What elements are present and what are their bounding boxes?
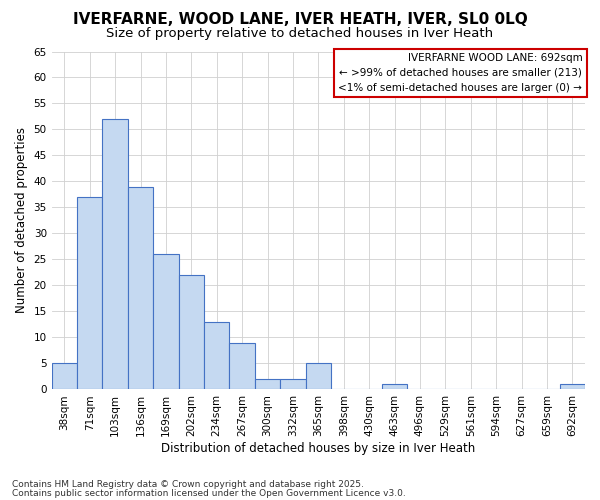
Bar <box>52 364 77 390</box>
Text: IVERFARNE, WOOD LANE, IVER HEATH, IVER, SL0 0LQ: IVERFARNE, WOOD LANE, IVER HEATH, IVER, … <box>73 12 527 28</box>
Bar <box>103 119 128 390</box>
Bar <box>179 275 204 390</box>
Bar <box>128 186 153 390</box>
Bar <box>229 342 255 390</box>
Text: Contains public sector information licensed under the Open Government Licence v3: Contains public sector information licen… <box>12 490 406 498</box>
Text: Contains HM Land Registry data © Crown copyright and database right 2025.: Contains HM Land Registry data © Crown c… <box>12 480 364 489</box>
Bar <box>382 384 407 390</box>
X-axis label: Distribution of detached houses by size in Iver Heath: Distribution of detached houses by size … <box>161 442 475 455</box>
Bar <box>305 364 331 390</box>
Text: Size of property relative to detached houses in Iver Heath: Size of property relative to detached ho… <box>106 28 494 40</box>
Bar <box>255 379 280 390</box>
Bar <box>204 322 229 390</box>
Bar <box>560 384 585 390</box>
Bar <box>153 254 179 390</box>
Bar <box>77 197 103 390</box>
Bar <box>280 379 305 390</box>
Y-axis label: Number of detached properties: Number of detached properties <box>15 128 28 314</box>
Text: IVERFARNE WOOD LANE: 692sqm
← >99% of detached houses are smaller (213)
<1% of s: IVERFARNE WOOD LANE: 692sqm ← >99% of de… <box>338 53 583 93</box>
